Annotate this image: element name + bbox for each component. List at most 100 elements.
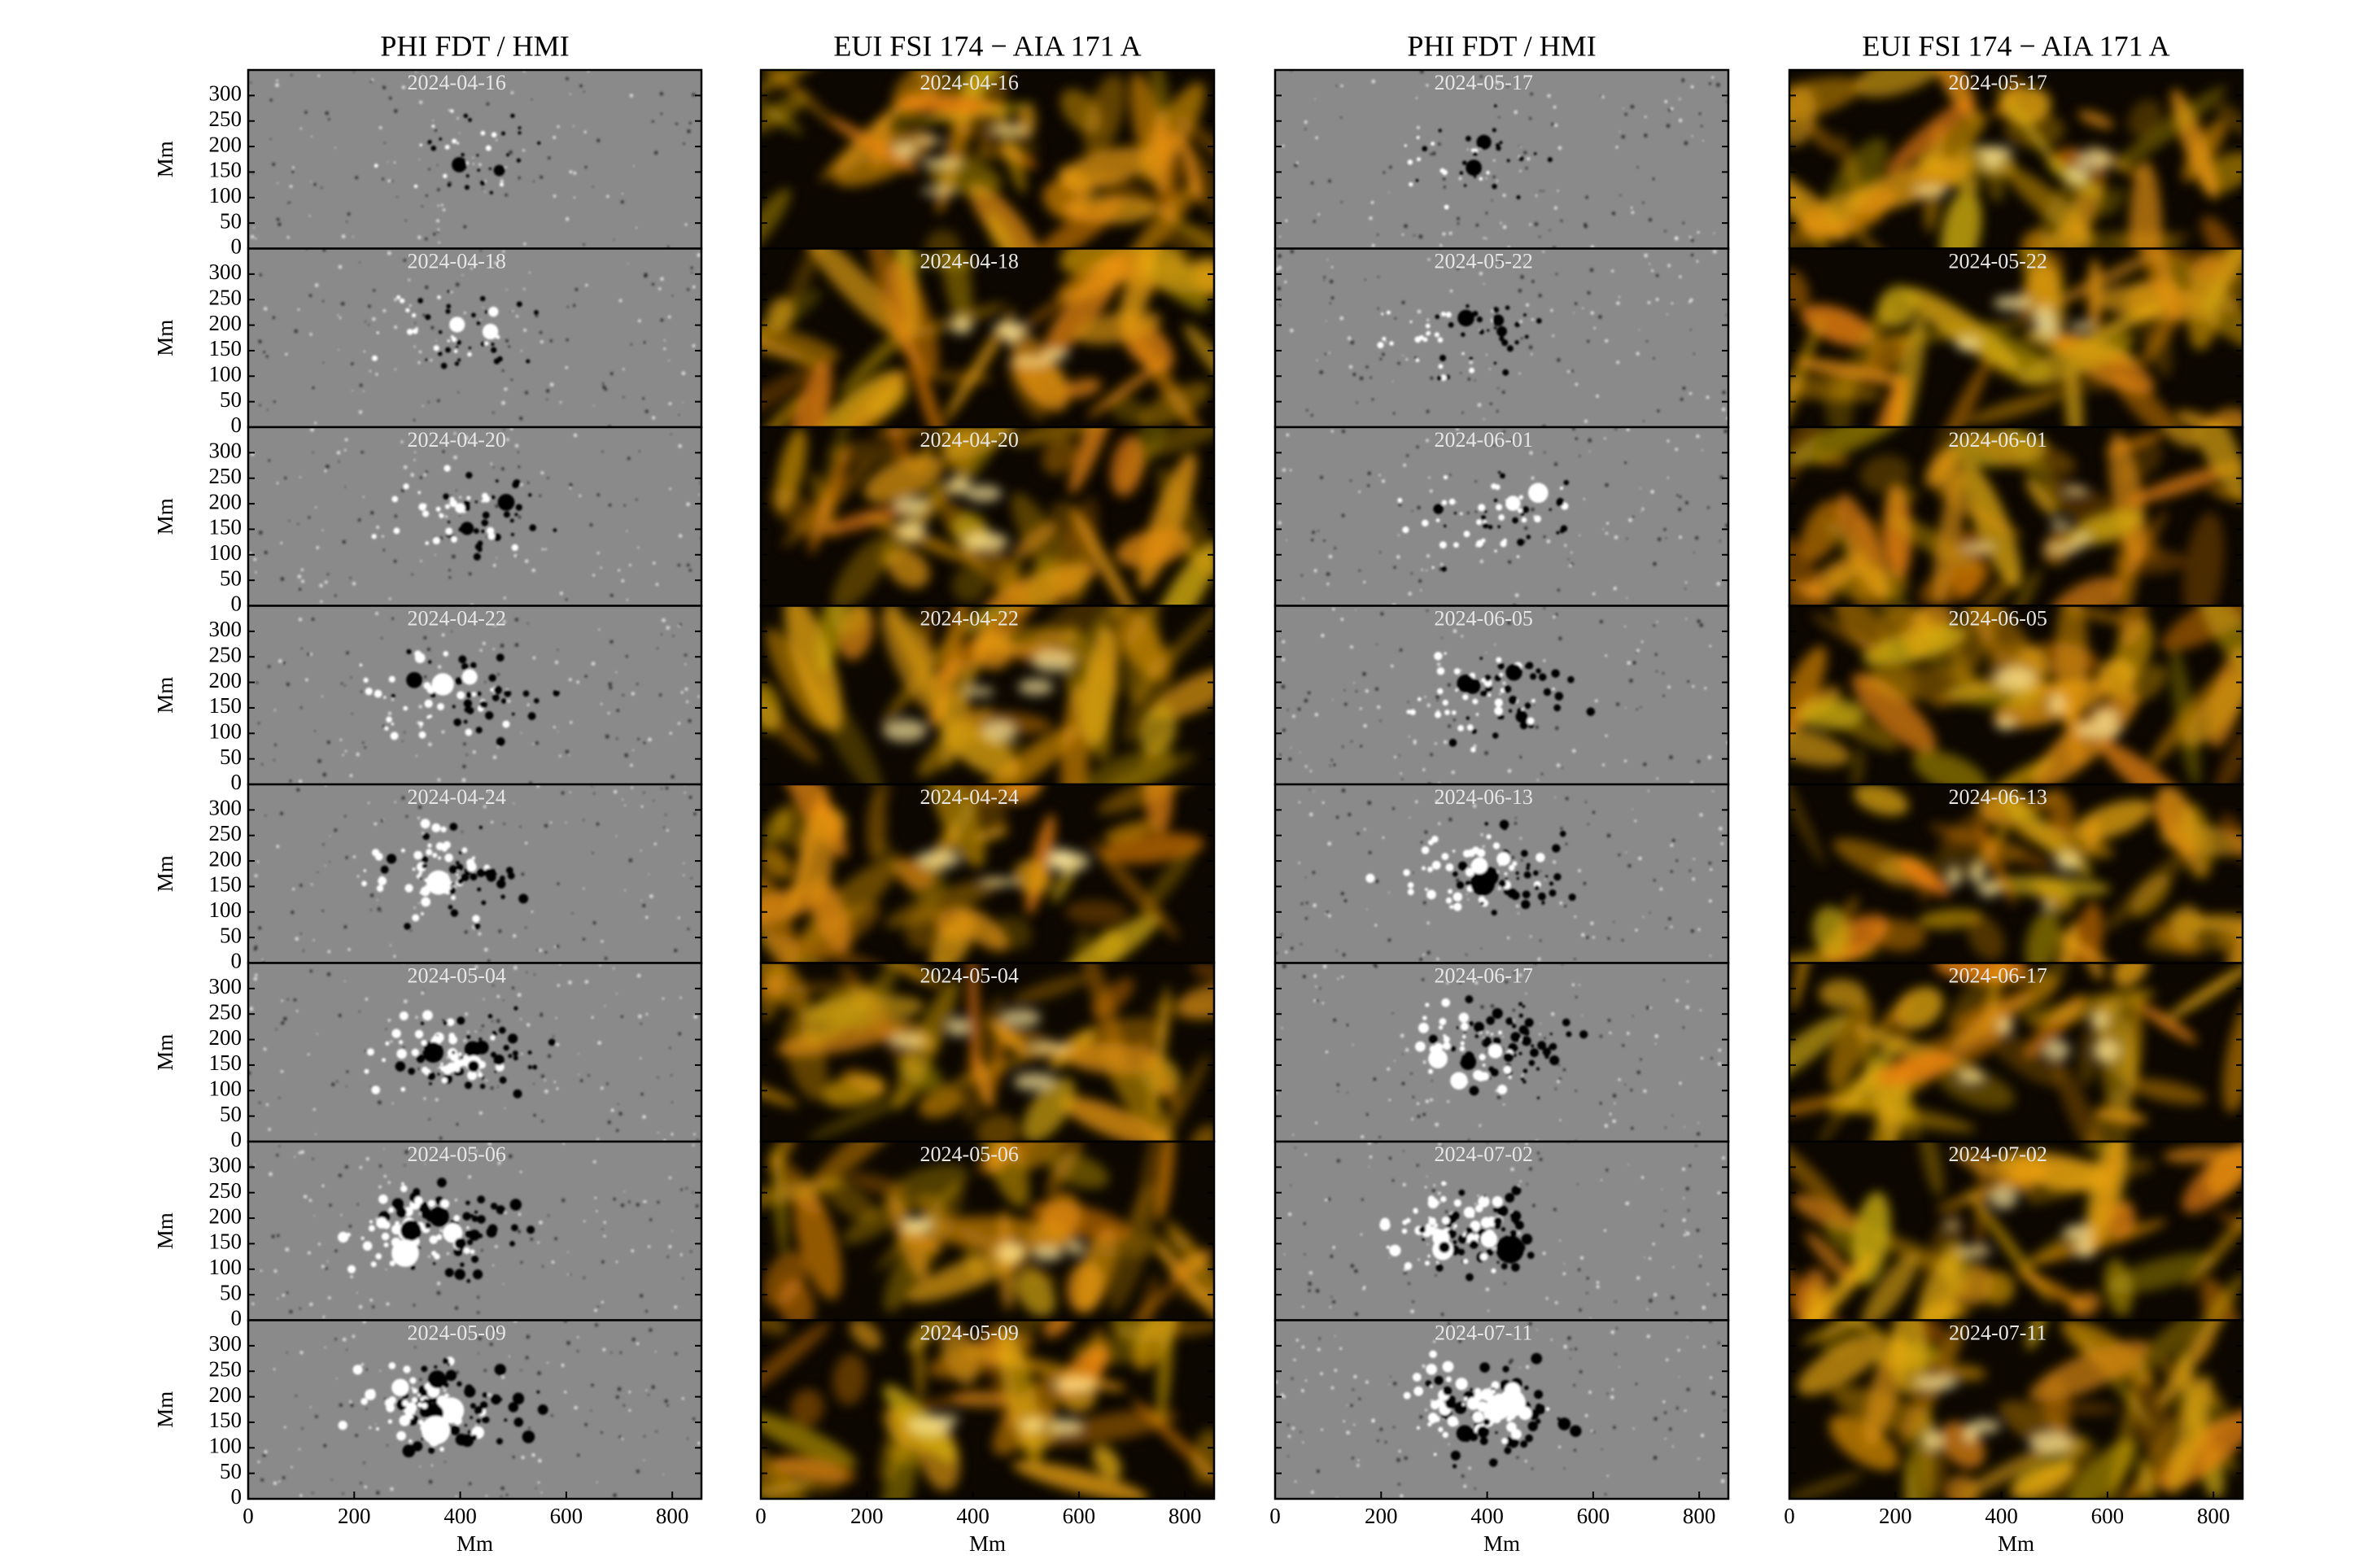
coronal-loop xyxy=(2148,666,2232,767)
magnetic-patch xyxy=(1518,495,1524,500)
magnetic-patch xyxy=(403,1365,411,1374)
sunspot xyxy=(1466,1396,1480,1410)
magnetic-speck xyxy=(459,514,461,517)
magnetic-speck xyxy=(295,1395,298,1397)
magnetic-patch xyxy=(481,900,487,906)
magnetic-patch xyxy=(1441,500,1448,506)
magnetic-speck xyxy=(437,228,440,231)
magnetic-speck xyxy=(465,753,468,756)
magnetic-speck xyxy=(258,1101,261,1104)
bright-core xyxy=(978,877,1021,886)
magnetic-patch xyxy=(1511,1186,1522,1195)
sunspot xyxy=(1487,1043,1503,1059)
magnetic-speck xyxy=(490,462,493,465)
panel-date: 2024-07-11 xyxy=(1435,1321,1532,1344)
magnetic-speck xyxy=(250,81,252,84)
magnetic-speck xyxy=(301,1427,304,1430)
magnetic-speck xyxy=(1431,1080,1433,1082)
magnetic-speck xyxy=(601,385,606,390)
y-tick-label: 200 xyxy=(209,1382,242,1407)
magnetic-speck xyxy=(255,571,257,574)
magnetic-speck xyxy=(1353,1269,1358,1273)
magnetic-speck xyxy=(1434,742,1438,745)
bright-core xyxy=(902,1218,935,1226)
magnetic-speck xyxy=(630,343,633,346)
magnetic-speck xyxy=(489,1342,493,1347)
magnetic-patch xyxy=(439,513,442,516)
magnetic-speck xyxy=(340,682,343,685)
magnetic-speck xyxy=(286,235,291,239)
magnetic-patch xyxy=(449,499,457,508)
magnetic-patch xyxy=(427,843,432,848)
x-tick-label: 800 xyxy=(656,1504,689,1528)
magnetic-patch xyxy=(1437,375,1443,381)
magnetic-speck xyxy=(1430,753,1434,757)
panel-image xyxy=(1789,963,2243,1142)
magnetic-patch xyxy=(511,544,518,552)
magnetic-speck xyxy=(531,910,534,913)
magnetic-speck xyxy=(277,658,282,663)
coronal-loop xyxy=(1138,382,1212,427)
magnetic-patch xyxy=(376,331,379,334)
magnetic-patch xyxy=(444,504,451,509)
magnetic-speck xyxy=(326,972,331,976)
magnetic-speck xyxy=(623,1404,626,1407)
magnetic-patch xyxy=(1479,329,1484,335)
magnetic-speck xyxy=(672,635,675,637)
coronal-loop xyxy=(2185,1183,2243,1288)
magnetic-speck xyxy=(1519,1367,1521,1369)
bright-core xyxy=(1067,1241,1084,1256)
magnetic-speck xyxy=(674,948,678,953)
magnetic-speck xyxy=(1652,561,1657,566)
magnetic-speck xyxy=(594,1323,599,1327)
magnetic-speck xyxy=(251,1302,255,1306)
coronal-loop xyxy=(1043,1320,1072,1338)
magnetic-patch xyxy=(1427,1254,1431,1258)
sunspot xyxy=(466,862,477,872)
magnetic-speck xyxy=(1636,166,1639,168)
magnetic-speck xyxy=(1440,1144,1444,1147)
magnetic-speck xyxy=(312,1492,314,1494)
magnetic-speck xyxy=(458,496,462,500)
magnetic-speck xyxy=(1613,921,1614,924)
magnetic-patch xyxy=(1537,1041,1547,1050)
magnetic-speck xyxy=(1538,1033,1541,1036)
magnetic-patch xyxy=(1438,364,1444,369)
magnetic-speck xyxy=(547,1054,552,1059)
magnetic-patch xyxy=(447,1362,451,1366)
magnetic-patch xyxy=(1427,1198,1439,1209)
magnetic-speck xyxy=(1577,1268,1581,1272)
magnetic-patch xyxy=(1551,669,1560,678)
magnetic-speck xyxy=(1713,232,1715,234)
magnetic-speck xyxy=(576,1335,579,1339)
coronal-loop xyxy=(2191,1272,2243,1321)
magnetic-speck xyxy=(547,156,551,160)
coronal-loop xyxy=(761,1410,858,1467)
magnetic-speck xyxy=(308,294,312,298)
magnetic-speck xyxy=(393,559,397,563)
magnetic-speck xyxy=(1670,870,1674,873)
magnetic-speck xyxy=(423,675,427,679)
magnetic-speck xyxy=(1353,1423,1356,1426)
magnetic-speck xyxy=(1398,754,1400,757)
magnetic-patch xyxy=(1502,369,1509,376)
magnetic-speck xyxy=(1381,352,1385,356)
magnetic-speck xyxy=(1625,851,1627,854)
magnetic-patch xyxy=(509,518,514,523)
magnetic-speck xyxy=(1450,615,1453,618)
magnetic-patch xyxy=(450,109,454,113)
magnetic-speck xyxy=(437,399,440,403)
magnetic-speck xyxy=(1554,726,1559,731)
magnetic-speck xyxy=(1391,380,1394,382)
magnetic-speck xyxy=(1474,510,1478,513)
magnetic-patch xyxy=(1463,1207,1475,1218)
magnetic-speck xyxy=(1354,609,1356,611)
magnetic-speck xyxy=(668,360,671,362)
magnetic-speck xyxy=(422,404,424,407)
magnetic-speck xyxy=(265,355,269,358)
magnetic-speck xyxy=(1514,110,1518,115)
coronal-loop xyxy=(2078,304,2165,345)
magnetic-patch xyxy=(1554,692,1564,701)
magnetic-patch xyxy=(1428,1216,1431,1219)
coronal-loop xyxy=(1059,1095,1171,1142)
